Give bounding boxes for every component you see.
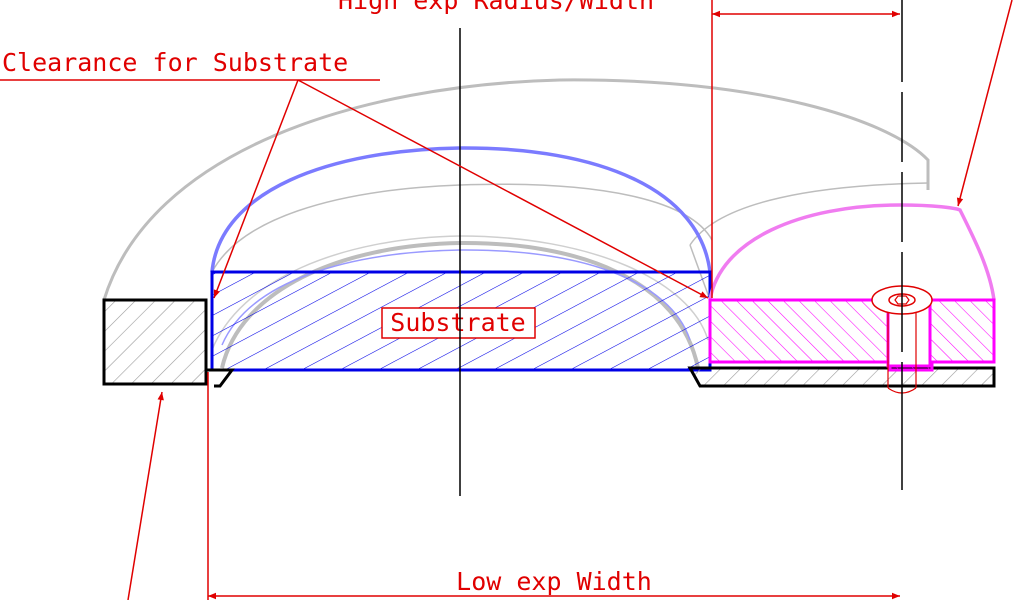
screw-slot — [886, 304, 932, 368]
clearance-label: Clearance for Substrate — [2, 48, 348, 77]
high-exp-part-leader — [956, 0, 1013, 207]
ghost-inner-dome — [211, 183, 713, 273]
high-exp-label: High exp Radius/Width — [338, 0, 654, 15]
substrate-label-box — [381, 307, 536, 339]
substrate-label: Substrate — [390, 308, 525, 337]
left-base-block — [102, 298, 208, 386]
ghost-outer-dome — [102, 78, 930, 301]
right-base-plate — [687, 366, 996, 388]
low-exp-label: Low exp Width — [456, 567, 652, 596]
left-clip — [206, 368, 235, 388]
ghost-mid-arc — [689, 182, 929, 246]
high-exp-body — [708, 298, 996, 372]
clearance-leader-left — [213, 79, 299, 299]
high-exp-dome-arc — [708, 203, 996, 301]
base-block-leader — [127, 391, 164, 600]
clearance-leader-right — [297, 79, 709, 299]
